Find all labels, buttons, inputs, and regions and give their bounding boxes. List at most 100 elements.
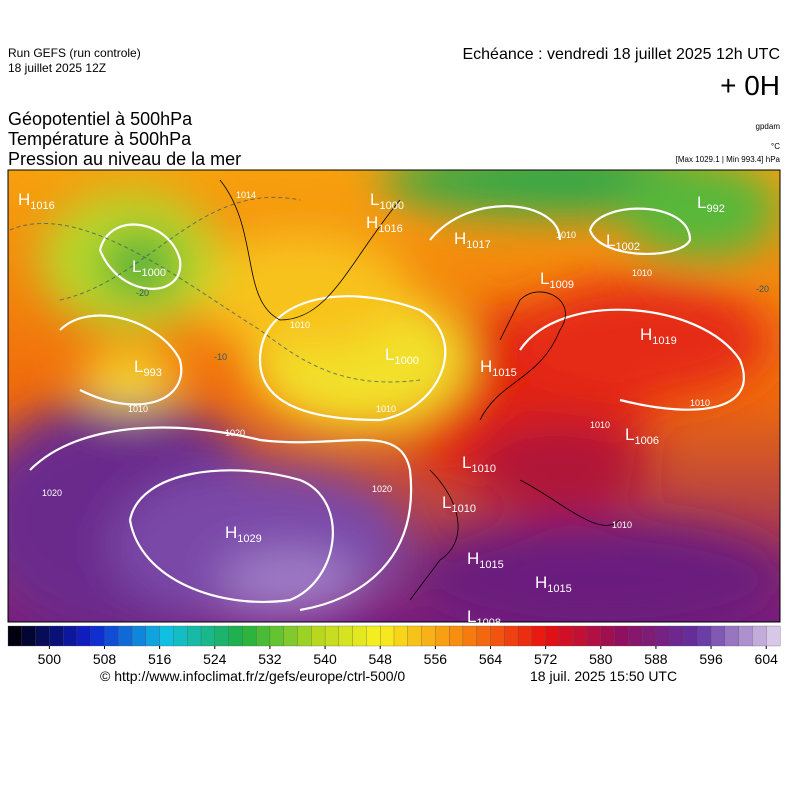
colorbar-tick-label: 532: [258, 651, 282, 667]
center-letter: L: [134, 357, 143, 376]
unit-geopotential: gpdam: [755, 122, 780, 131]
colorbar-tick-label: 500: [38, 651, 62, 667]
center-letter: L: [697, 193, 706, 212]
pressure-center: L993: [134, 357, 162, 379]
center-letter: L: [462, 453, 471, 472]
center-letter: H: [535, 573, 547, 592]
center-value: 1019: [652, 335, 676, 347]
pressure-center: L1006: [625, 425, 659, 447]
colorbar-swatch: [614, 625, 629, 647]
colorbar-swatch: [462, 625, 478, 647]
center-letter: L: [132, 257, 141, 276]
pressure-center: H1015: [467, 549, 504, 571]
colorbar-swatch: [352, 625, 367, 647]
valid-time: Echéance : vendredi 18 juillet 2025 12h …: [462, 46, 780, 63]
colorbar-swatch: [710, 625, 726, 647]
contour-label: 1010: [376, 404, 396, 414]
center-letter: H: [467, 549, 479, 568]
colorbar-swatch: [76, 625, 92, 647]
pressure-center: H1016: [366, 213, 403, 235]
colorbar-swatch: [559, 625, 574, 647]
center-value: 1010: [451, 503, 475, 515]
center-value: 1010: [471, 463, 495, 475]
colorbar-tick-label: 540: [313, 651, 337, 667]
colorbar-swatch: [145, 625, 161, 647]
colorbar-swatch: [586, 625, 602, 647]
center-letter: H: [640, 325, 652, 344]
center-letter: L: [370, 190, 379, 209]
pressure-center: H1029: [225, 523, 262, 545]
colorbar-tick-label: 548: [369, 651, 393, 667]
colorbar-swatch: [766, 625, 781, 647]
center-letter: L: [385, 345, 394, 364]
contour-label: -20: [136, 288, 149, 298]
colorbar-swatch: [62, 625, 78, 647]
contour-label: 1010: [128, 404, 148, 414]
colorbar-swatch: [118, 625, 133, 647]
pressure-range: [Max 1029.1 | Min 993.4] hPa: [675, 155, 780, 164]
colorbar-swatch: [297, 625, 312, 647]
pressure-center: L1000: [385, 345, 419, 367]
contour-label: 1010: [690, 398, 710, 408]
colorbar-swatch: [338, 625, 354, 647]
contour-label: 1010: [590, 420, 610, 430]
colorbar-swatch: [641, 625, 657, 647]
center-value: 1016: [378, 223, 402, 235]
colorbar-swatch: [380, 625, 395, 647]
contour-label: -20: [756, 284, 769, 294]
pressure-center: H1015: [535, 573, 572, 595]
contour-label: 1020: [225, 428, 245, 438]
center-letter: L: [467, 607, 476, 626]
pressure-center: L1010: [462, 453, 496, 475]
colorbar-swatch: [242, 625, 257, 647]
center-value: 1000: [141, 267, 165, 279]
center-letter: L: [442, 493, 451, 512]
colorbar-tick-label: 524: [203, 651, 227, 667]
colorbar-tick-label: 508: [93, 651, 117, 667]
pressure-center: L1010: [442, 493, 476, 515]
colorbar-swatch: [7, 625, 23, 647]
colorbar-tick-label: 580: [589, 651, 613, 667]
center-letter: H: [480, 357, 492, 376]
pressure-center: L1000: [370, 190, 404, 212]
colorbar-swatch: [311, 625, 326, 647]
colorbar-swatch: [504, 625, 519, 647]
lead-time: + 0H: [720, 70, 780, 101]
pressure-center: H1015: [480, 357, 517, 379]
colorbar-swatch: [697, 625, 712, 647]
colorbar-swatch: [159, 625, 174, 647]
colorbar-swatch: [628, 625, 643, 647]
contour-label: 1014: [236, 190, 256, 200]
contour-label: 1020: [42, 488, 62, 498]
field: [8, 170, 780, 622]
generated-time: 18 juil. 2025 15:50 UTC: [530, 668, 678, 684]
colorbar-swatch: [131, 625, 147, 647]
colorbar-swatch: [407, 625, 423, 647]
run-label: Run GEFS (run controle): [8, 46, 141, 60]
center-letter: L: [540, 269, 549, 288]
colorbar-swatch: [669, 625, 684, 647]
colorbar-swatch: [173, 625, 188, 647]
center-letter: H: [18, 190, 30, 209]
contour-label: 1010: [556, 230, 576, 240]
colorbar-swatch: [476, 625, 491, 647]
title: Pression au niveau de la mer: [8, 149, 242, 169]
colorbar-swatch: [517, 625, 533, 647]
center-value: 1029: [237, 533, 261, 545]
colorbar-swatch: [49, 625, 64, 647]
colorbar-swatch: [393, 625, 409, 647]
center-value: 1015: [479, 559, 503, 571]
center-letter: H: [225, 523, 237, 542]
center-value: 992: [706, 203, 724, 215]
colorbar-swatch: [187, 625, 202, 647]
colorbar-swatch: [90, 625, 105, 647]
contour-label: 1010: [290, 320, 310, 330]
title: Température à 500hPa: [8, 129, 192, 149]
center-letter: H: [454, 229, 466, 248]
center-value: 1016: [30, 200, 54, 212]
colorbar-tick-label: 564: [479, 651, 503, 667]
colorbar-tick-label: 604: [755, 651, 779, 667]
pressure-center: H1017: [454, 229, 491, 251]
contour-label: 1020: [372, 484, 392, 494]
